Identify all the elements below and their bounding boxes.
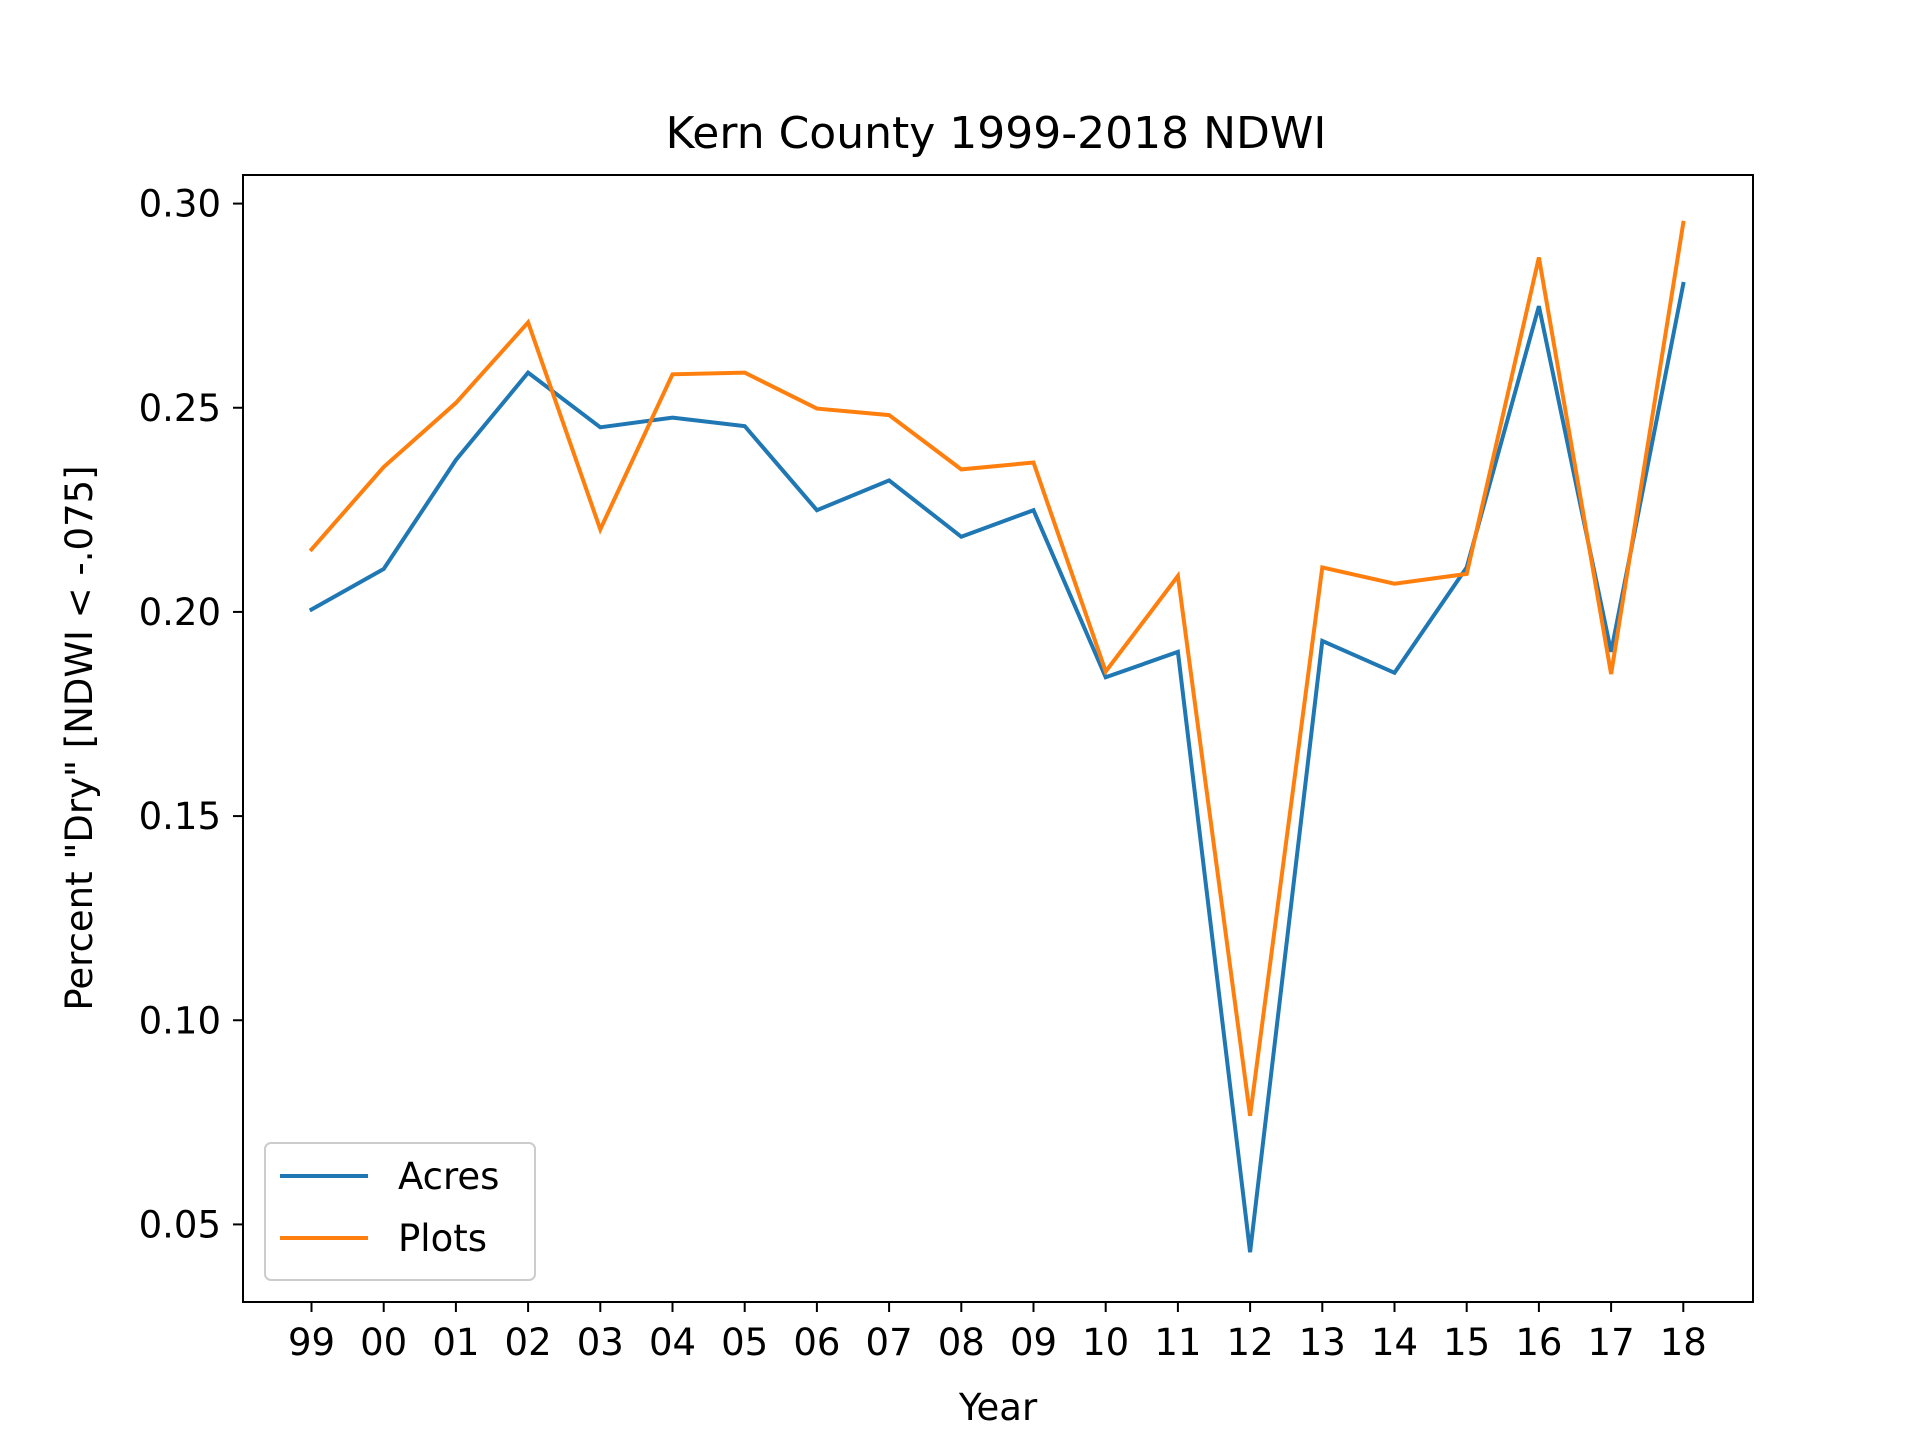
- series-line-acres: [308, 281, 1686, 1253]
- x-tick-label: 11: [1154, 1321, 1201, 1364]
- y-tick-label: 0.30: [139, 183, 221, 226]
- y-axis: 0.05 0.10 0.15 0.20 0.25 0.30: [139, 183, 243, 1246]
- x-tick-label: 15: [1443, 1321, 1490, 1364]
- x-tick-label: 10: [1082, 1321, 1129, 1364]
- series-line-plots: [308, 220, 1686, 1117]
- legend: Acres Plots: [264, 1142, 536, 1281]
- x-tick-label: 14: [1371, 1321, 1418, 1364]
- y-tick-label: 0.10: [139, 999, 221, 1042]
- y-tick-label: 0.15: [139, 795, 221, 838]
- x-tick-label: 02: [505, 1321, 552, 1364]
- x-tick-label: 17: [1588, 1321, 1635, 1364]
- x-axis-label: Year: [958, 1386, 1038, 1429]
- series-layer: [308, 220, 1686, 1253]
- x-tick-label: 99: [288, 1321, 335, 1364]
- x-axis: 99 00 01 02 03 04 05 06 07 08 09 10 11 12 13 14 15 16 17 18: [288, 1302, 1707, 1364]
- y-axis-label: Percent "Dry" [NDWI < -.075]: [58, 465, 101, 1010]
- x-tick-label: 13: [1299, 1321, 1346, 1364]
- x-tick-label: 01: [432, 1321, 479, 1364]
- x-tick-label: 05: [721, 1321, 768, 1364]
- x-tick-label: 00: [360, 1321, 407, 1364]
- x-tick-label: 04: [649, 1321, 696, 1364]
- x-tick-label: 03: [577, 1321, 624, 1364]
- y-tick-label: 0.05: [139, 1203, 221, 1246]
- plot-area-frame: [242, 174, 1754, 1303]
- y-tick-label: 0.25: [139, 387, 221, 430]
- legend-label-acres: Acres: [398, 1155, 499, 1198]
- x-tick-label: 07: [866, 1321, 913, 1364]
- chart-title: Kern County 1999-2018 NDWI: [666, 108, 1327, 159]
- x-tick-label: 12: [1227, 1321, 1274, 1364]
- x-tick-label: 09: [1010, 1321, 1057, 1364]
- x-tick-label: 18: [1660, 1321, 1707, 1364]
- y-tick-label: 0.20: [139, 591, 221, 634]
- x-tick-label: 16: [1515, 1321, 1562, 1364]
- x-tick-label: 08: [938, 1321, 985, 1364]
- legend-label-plots: Plots: [398, 1217, 487, 1260]
- x-tick-label: 06: [793, 1321, 840, 1364]
